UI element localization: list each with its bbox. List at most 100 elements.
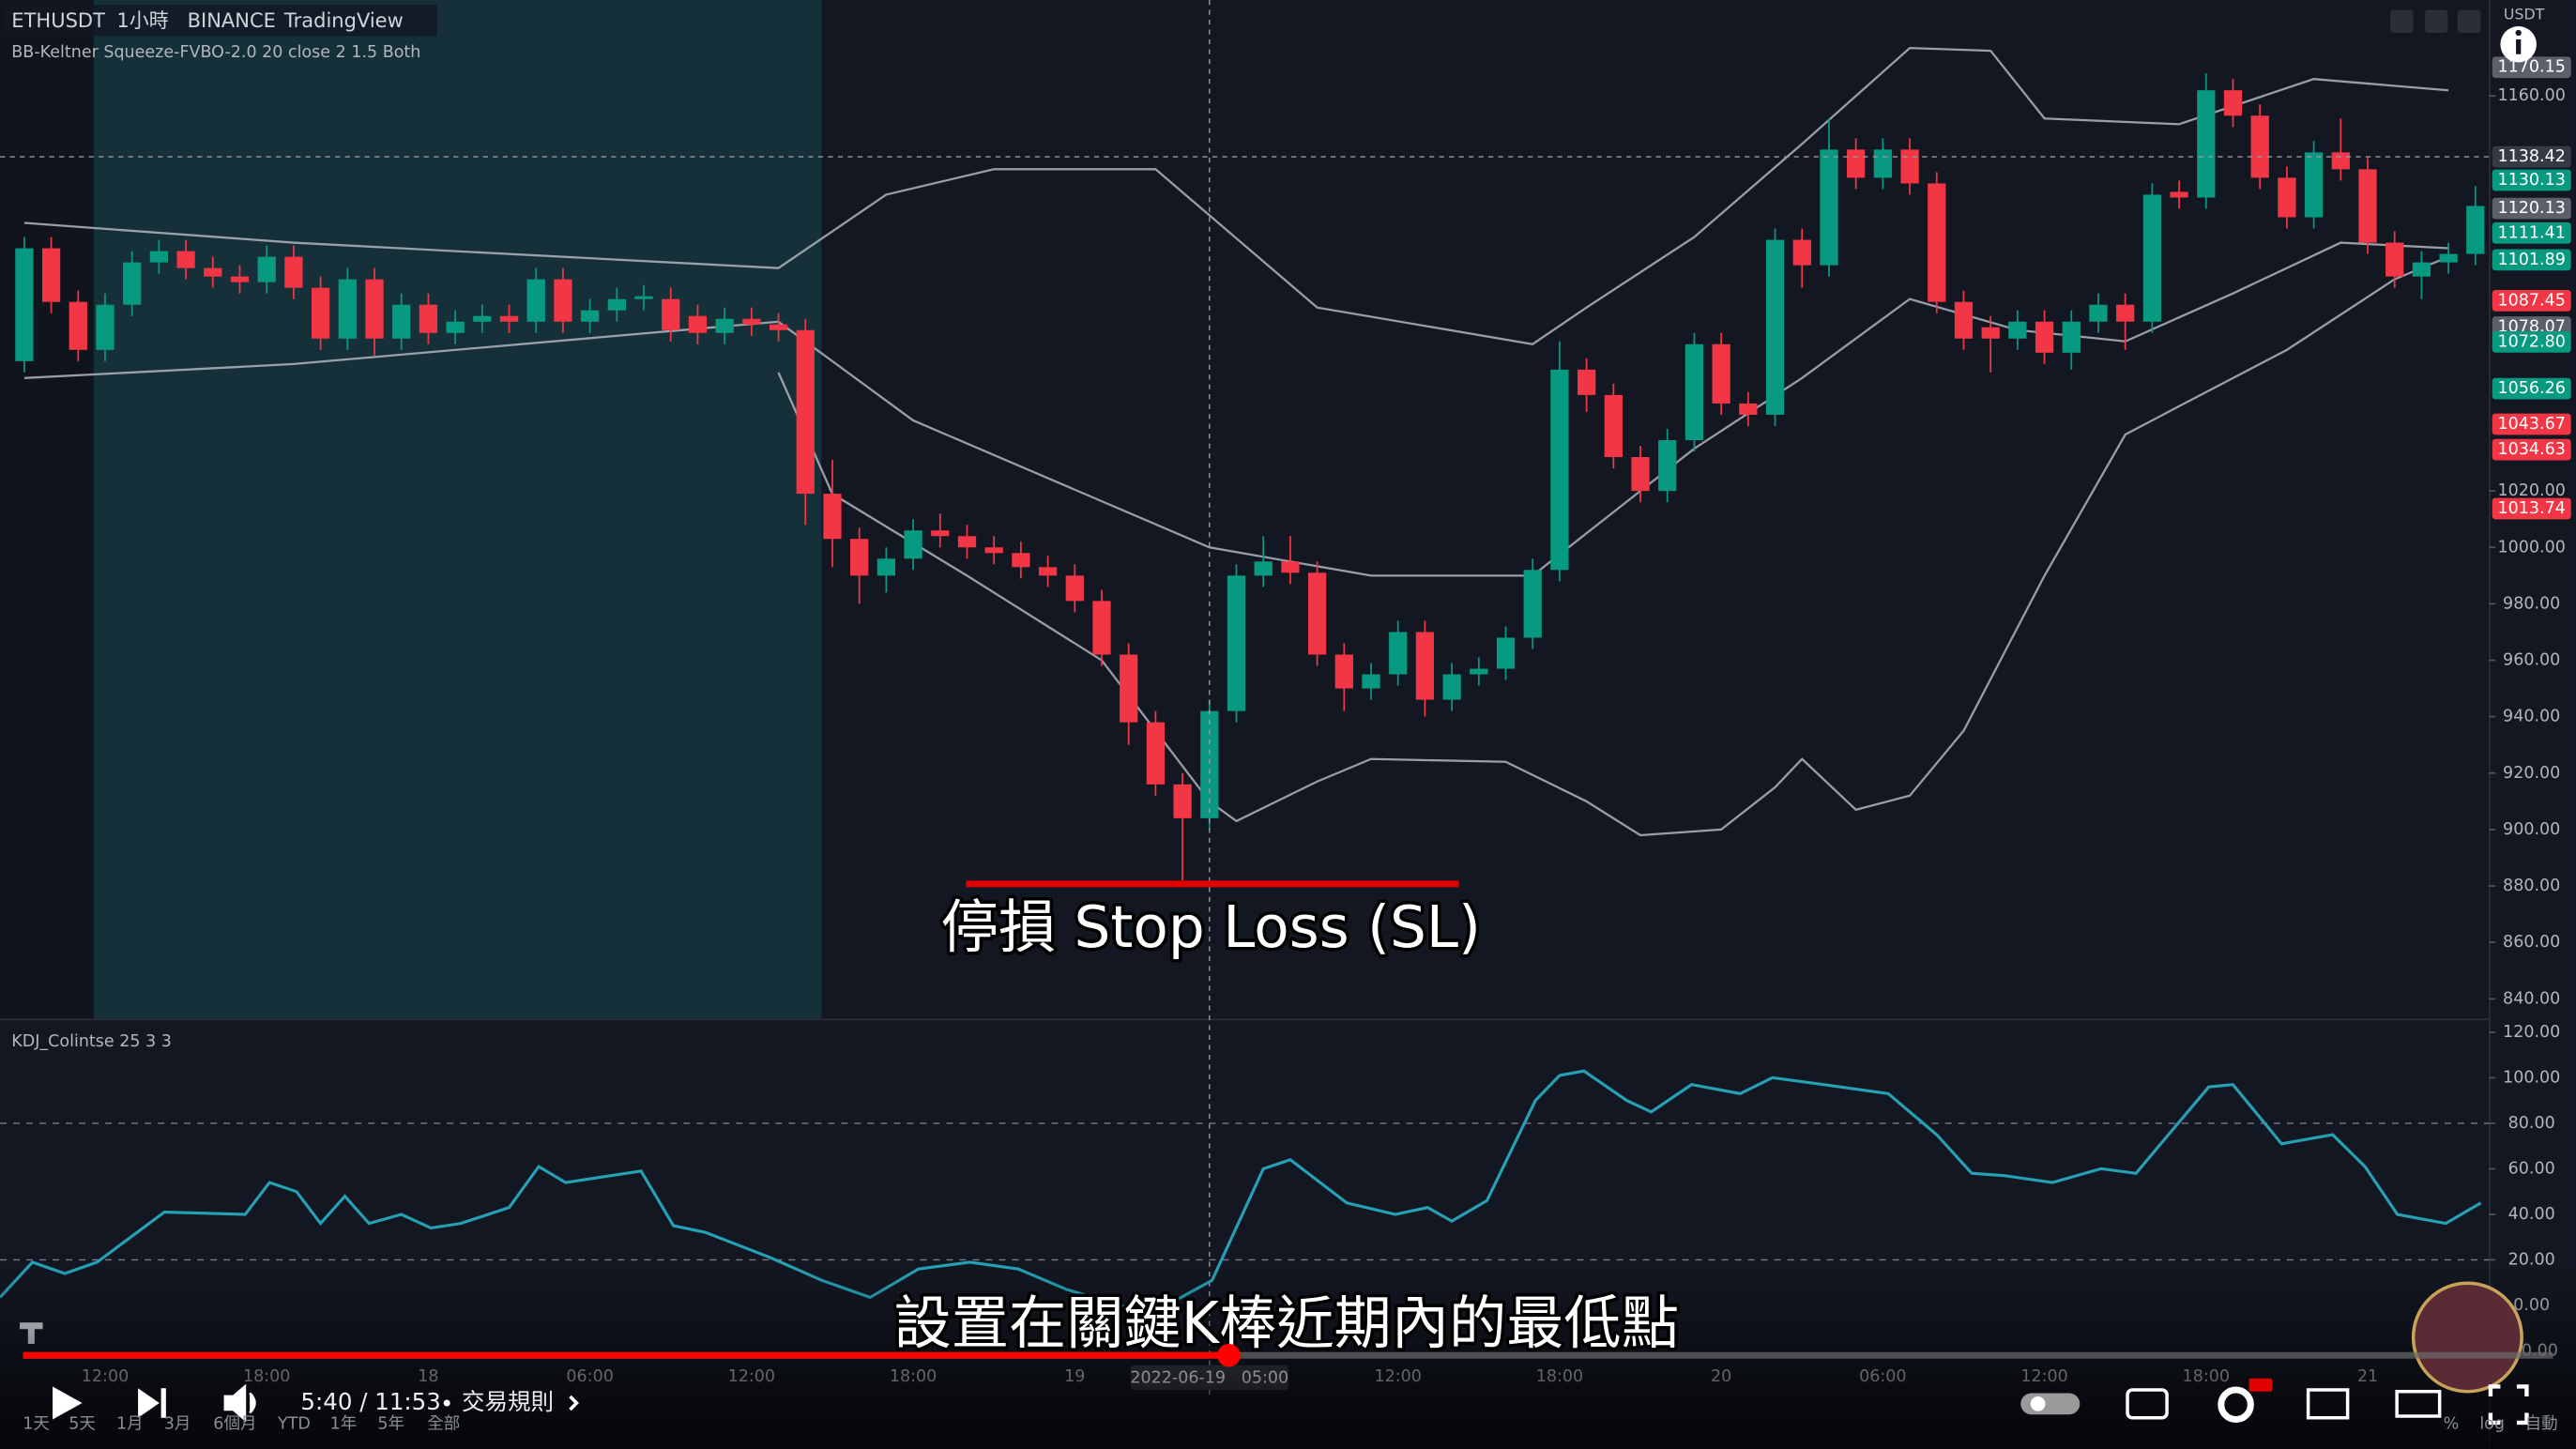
channel-avatar[interactable] (2411, 1281, 2523, 1394)
player-controls (53, 1378, 2529, 1426)
candle-body (2116, 304, 2135, 322)
autoplay-knob (2030, 1396, 2046, 1411)
candle-body (338, 279, 357, 339)
candle-body (1712, 343, 1730, 404)
candle-body (2142, 194, 2162, 322)
window-buttons (2390, 9, 2481, 34)
candle-body (2466, 206, 2485, 254)
close-button[interactable] (2424, 9, 2448, 34)
play-button[interactable] (53, 1386, 83, 1420)
timeframe-button[interactable]: 5年 (377, 1415, 404, 1434)
candle-body (1415, 632, 1435, 700)
y-tick-label: 20.00 (2508, 1250, 2555, 1269)
interval[interactable]: 1小時 (116, 9, 168, 32)
candle-body (1362, 674, 1380, 689)
candle-body (581, 310, 600, 322)
price-label: 1034.63 (2497, 440, 2565, 459)
candle-body (1470, 668, 1488, 675)
chapter-title[interactable]: 交易規則 (462, 1388, 554, 1415)
candle-body (607, 298, 626, 311)
scale-button[interactable]: % (2444, 1415, 2460, 1434)
price-label-box (2492, 289, 2571, 312)
captions-button[interactable] (2126, 1388, 2169, 1420)
kdj-line (0, 1069, 2482, 1317)
crosshair-price: 1138.42 (2497, 147, 2565, 166)
candle-body (2170, 191, 2188, 198)
currency[interactable]: USDT (2504, 5, 2545, 23)
volume-button[interactable] (223, 1383, 256, 1423)
candle-body (2035, 321, 2054, 353)
scale-button[interactable]: 自動 (2525, 1415, 2558, 1434)
y-tick-label: 100.00 (2503, 1068, 2560, 1087)
fullscreen-button[interactable] (2488, 1384, 2529, 1426)
price-label: 1130.13 (2497, 171, 2565, 190)
candle-body (446, 321, 465, 333)
progress-played[interactable] (23, 1351, 1229, 1359)
y-tick-label: 940.00 (2503, 708, 2560, 726)
candle-body (1928, 183, 1946, 302)
candle-body (1012, 553, 1030, 568)
progress-track[interactable] (23, 1351, 2553, 1359)
chapter-chevron[interactable] (569, 1395, 579, 1411)
candle-body (2412, 262, 2431, 277)
candle-body (1334, 654, 1353, 689)
candle-body (634, 296, 653, 299)
candle-body (931, 530, 950, 537)
crosshair-price-box (2492, 145, 2571, 168)
indicator-title[interactable]: BB-Keltner Squeeze-FVBO-2.0 20 close 2 1… (11, 43, 420, 62)
candle-body (1496, 637, 1516, 669)
info-icon-glyph (2515, 29, 2522, 37)
timeframe-button[interactable]: 1年 (330, 1415, 358, 1434)
timeframe-button[interactable]: YTD (277, 1415, 311, 1434)
candle-body (2439, 253, 2458, 263)
y-tick-label: 60.00 (2508, 1159, 2555, 1178)
y-tick-label: 920.00 (2503, 764, 2560, 783)
candle-body (96, 304, 114, 350)
timeframe-button[interactable]: 1天 (23, 1415, 50, 1434)
theater-button[interactable] (2395, 1389, 2442, 1418)
candle-body (2223, 90, 2243, 116)
price-label: 1043.67 (2497, 415, 2565, 434)
candle-body (419, 304, 438, 333)
candle-body (526, 279, 545, 322)
y-tick-label: 40.00 (2508, 1205, 2555, 1224)
timeframe-button[interactable]: 1月 (116, 1415, 144, 1434)
candle-body (904, 530, 922, 559)
candle-body (823, 494, 842, 540)
price-label-box (2492, 438, 2571, 461)
collapse-button[interactable] (2390, 9, 2414, 34)
candle-body (796, 329, 815, 495)
price-label-box (2492, 377, 2571, 400)
symbol[interactable]: ETHUSDT (11, 9, 105, 32)
progress-thumb[interactable] (1217, 1343, 1241, 1367)
price-label: 1072.80 (2497, 332, 2565, 351)
y-tick-label: 80.00 (2508, 1114, 2555, 1133)
candle-body (1604, 394, 1623, 458)
timeframe-button[interactable]: 3月 (164, 1415, 191, 1434)
candle-body (2278, 177, 2296, 218)
candle-body (2385, 242, 2404, 277)
next-button[interactable] (138, 1388, 166, 1418)
session-shade (93, 0, 822, 1019)
stop-loss-marker (966, 880, 1459, 888)
miniplayer-button[interactable] (2306, 1388, 2350, 1420)
candle-body (2358, 169, 2377, 243)
candle-body (1281, 561, 1300, 573)
candle-body (257, 256, 276, 282)
price-label-box (2492, 331, 2571, 353)
autoplay-toggle[interactable] (2020, 1393, 2081, 1415)
scale-button[interactable]: log (2479, 1415, 2505, 1434)
candle-body (2197, 90, 2216, 198)
candle-body (2008, 321, 2027, 339)
settings-button[interactable] (2218, 1386, 2254, 1423)
timeframe-button[interactable]: 全部 (427, 1415, 460, 1434)
timeframe-button[interactable]: 5天 (69, 1415, 96, 1434)
timeframe-button[interactable]: 6個月 (213, 1415, 256, 1434)
maximize-button[interactable] (2457, 9, 2481, 34)
kdj-title[interactable]: KDJ_Colintse 25 3 3 (11, 1032, 172, 1051)
candle-body (473, 315, 492, 322)
candle-body (850, 539, 869, 576)
candle-body (1981, 327, 2000, 339)
